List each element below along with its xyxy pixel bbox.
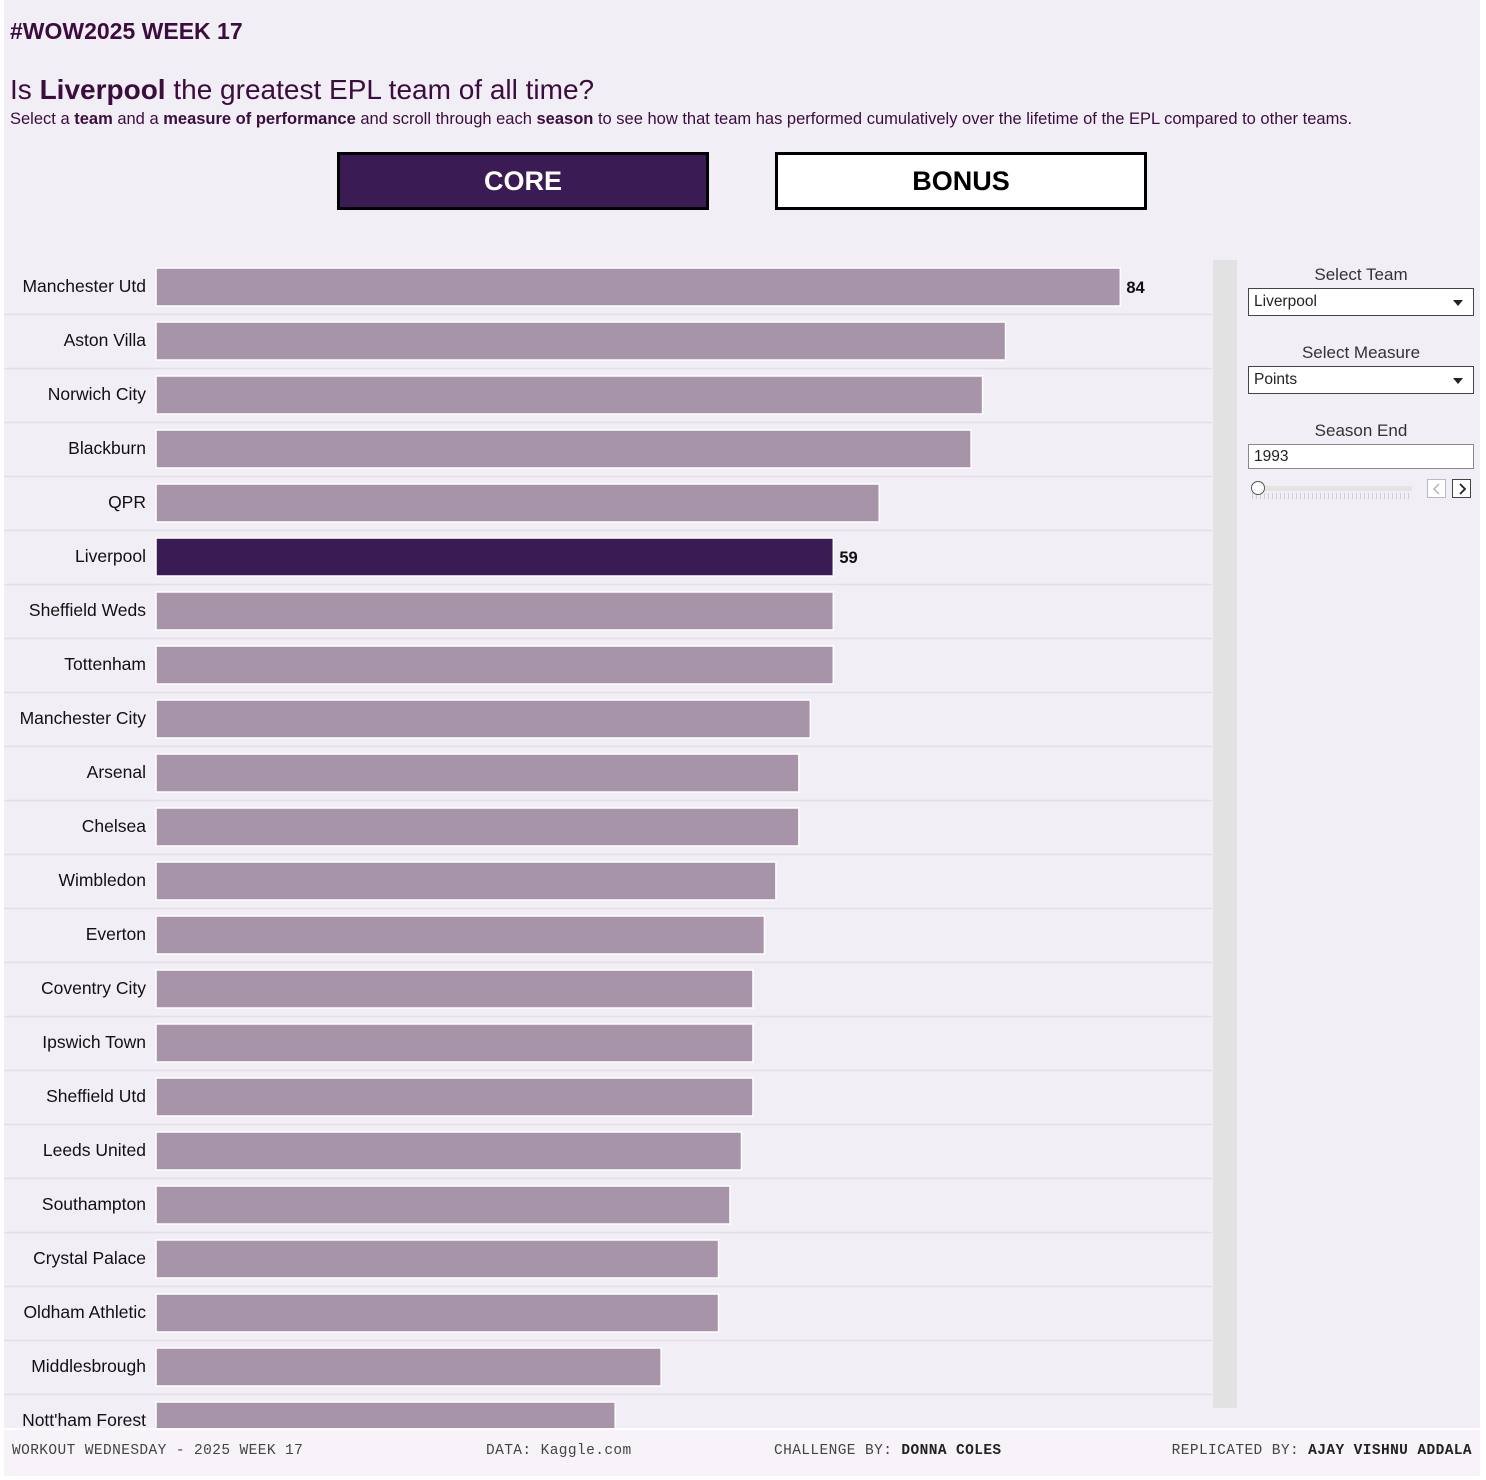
bar-value-label: 84 <box>1126 279 1145 297</box>
subtitle-measure: measure of performance <box>163 110 356 128</box>
team-label: Nott'ham Forest <box>22 1410 146 1428</box>
team-label: Manchester Utd <box>22 276 146 296</box>
subtitle: Select a team and a measure of performan… <box>10 110 1352 129</box>
bar-highlighted[interactable] <box>155 537 835 577</box>
bar[interactable] <box>155 1293 720 1333</box>
team-label: Coventry City <box>41 978 146 998</box>
select-team-dropdown[interactable]: Liverpool <box>1248 288 1474 316</box>
team-label: Wimbledon <box>58 870 146 890</box>
subtitle-season: season <box>536 110 594 128</box>
bar[interactable] <box>155 1023 754 1063</box>
subtitle-part: and scroll through each <box>355 110 537 128</box>
subtitle-part: Select a <box>10 110 75 128</box>
footer-data-label: DATA: <box>486 1443 541 1459</box>
season-slider <box>1248 473 1474 503</box>
team-label: Leeds United <box>43 1140 146 1160</box>
footer-replicated-name: AJAY VISHNU ADDALA <box>1308 1443 1472 1459</box>
bar[interactable] <box>155 1401 616 1428</box>
slider-track[interactable] <box>1252 486 1412 491</box>
bar[interactable] <box>155 807 800 847</box>
chevron-down-icon <box>1453 300 1463 306</box>
bar[interactable] <box>155 969 754 1009</box>
bar[interactable] <box>155 375 984 415</box>
bar[interactable] <box>155 321 1007 361</box>
select-measure-dropdown[interactable]: Points <box>1248 366 1474 394</box>
team-label: Tottenham <box>64 654 146 674</box>
select-team-value: Liverpool <box>1254 293 1317 310</box>
footer-data-link[interactable]: Kaggle.com <box>540 1443 632 1459</box>
slider-ticks <box>1252 493 1412 499</box>
team-label: Chelsea <box>82 816 146 836</box>
team-label: Middlesbrough <box>31 1356 146 1376</box>
select-measure-value: Points <box>1254 371 1298 388</box>
footer-data: DATA: Kaggle.com <box>486 1443 632 1459</box>
previous-season-button[interactable] <box>1427 479 1446 498</box>
team-label: QPR <box>108 492 146 512</box>
season-end-title: Season End <box>1314 421 1408 440</box>
filter-panel: Select Team Liverpool Select Measure Poi… <box>1248 262 1474 503</box>
bar[interactable] <box>155 1077 754 1117</box>
bar-chart: Manchester Utd 84 Aston Villa Norwich City B… <box>4 260 1212 1428</box>
next-season-button[interactable] <box>1452 479 1471 498</box>
header-tag: #WOW2025 WEEK 17 <box>10 18 243 44</box>
bar[interactable] <box>155 591 835 631</box>
headline-suffix: the greatest EPL team of all time? <box>165 74 595 105</box>
footer-replicated-label: REPLICATED BY: <box>1171 1443 1309 1459</box>
tab-bonus[interactable]: BONUS <box>775 152 1147 210</box>
subtitle-team: team <box>74 110 113 128</box>
chevron-left-icon <box>1432 482 1440 495</box>
team-label: Sheffield Utd <box>46 1086 146 1106</box>
bar[interactable] <box>155 861 777 901</box>
team-label: Southampton <box>42 1194 146 1214</box>
subtitle-part: to see how that team has performed cumul… <box>593 110 1353 128</box>
bar[interactable] <box>155 753 800 793</box>
team-label: Sheffield Weds <box>29 600 146 620</box>
bar[interactable] <box>155 1347 662 1387</box>
season-end-input[interactable]: 1993 <box>1248 444 1474 469</box>
bar[interactable] <box>155 429 972 469</box>
bar[interactable] <box>155 1131 743 1171</box>
tab-core[interactable]: CORE <box>337 152 709 210</box>
bar[interactable] <box>155 267 1122 307</box>
team-label: Ipswich Town <box>42 1032 146 1052</box>
footer-challenge-name: DONNA COLES <box>901 1443 1002 1459</box>
subtitle-part: and a <box>112 110 164 128</box>
headline-prefix: Is <box>10 74 40 105</box>
headline: Is Liverpool the greatest EPL team of al… <box>10 74 594 106</box>
footer-challenge: CHALLENGE BY: DONNA COLES <box>774 1443 1002 1459</box>
footer: WORKOUT WEDNESDAY - 2025 WEEK 17 DATA: K… <box>4 1430 1480 1476</box>
team-label: Blackburn <box>68 438 146 458</box>
slider-thumb[interactable] <box>1251 481 1265 495</box>
bar[interactable] <box>155 1185 731 1225</box>
bar-chart-svg: Manchester Utd 84 Aston Villa Norwich City B… <box>4 267 1212 1428</box>
chevron-right-icon <box>1458 482 1466 495</box>
bar[interactable] <box>155 645 835 685</box>
team-label: Arsenal <box>87 762 146 782</box>
team-label: Norwich City <box>48 384 146 404</box>
bar[interactable] <box>155 915 766 955</box>
team-label: Crystal Palace <box>33 1248 146 1268</box>
team-label: Everton <box>86 924 146 944</box>
bar[interactable] <box>155 1239 720 1279</box>
bar[interactable] <box>155 483 880 523</box>
footer-challenge-label: CHALLENGE BY: <box>774 1443 902 1459</box>
team-label: Aston Villa <box>64 330 147 350</box>
team-label: Manchester City <box>20 708 147 728</box>
footer-workout: WORKOUT WEDNESDAY - 2025 WEEK 17 <box>12 1443 304 1459</box>
team-label: Oldham Athletic <box>23 1302 146 1322</box>
chevron-down-icon <box>1453 378 1463 384</box>
select-team-title: Select Team <box>1314 265 1408 284</box>
bar-value-label: 59 <box>839 549 857 567</box>
footer-replicated: REPLICATED BY: AJAY VISHNU ADDALA <box>1172 1443 1472 1459</box>
chart-scrollbar[interactable] <box>1213 260 1237 1408</box>
select-measure-title: Select Measure <box>1301 343 1421 362</box>
dashboard: #WOW2025 WEEK 17 Is Liverpool the greate… <box>4 0 1480 1428</box>
headline-team: Liverpool <box>39 74 166 105</box>
team-label: Liverpool <box>75 546 146 566</box>
bar[interactable] <box>155 699 812 739</box>
